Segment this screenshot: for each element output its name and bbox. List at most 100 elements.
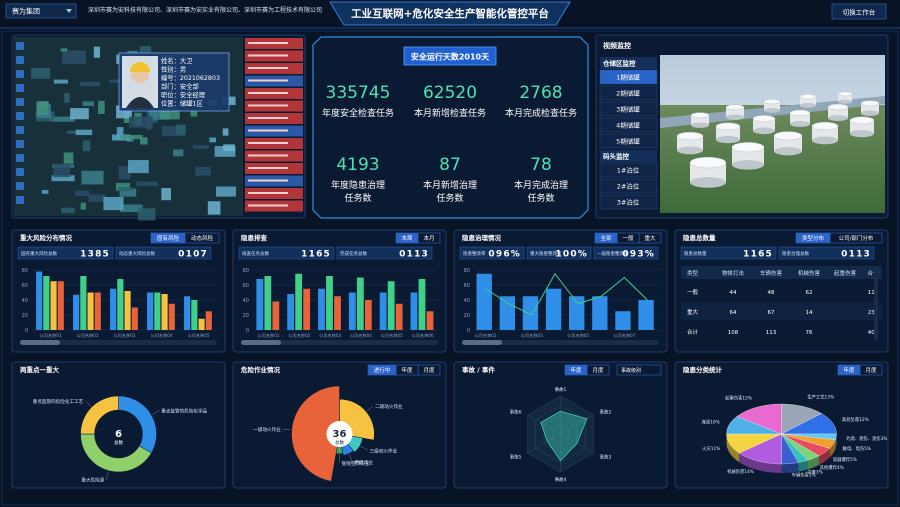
- bar: [638, 300, 654, 330]
- camera-item[interactable]: [599, 162, 658, 178]
- days-badge: [403, 46, 497, 66]
- stat-value: 87: [439, 155, 461, 175]
- camera-item[interactable]: [599, 133, 658, 149]
- tab-label[interactable]: 月度: [865, 366, 877, 374]
- map-building: [103, 196, 124, 211]
- switch-button[interactable]: [831, 3, 887, 20]
- tab-label[interactable]: 类型分布: [802, 234, 825, 242]
- alarm-text-line: [248, 192, 288, 194]
- tab-label[interactable]: 动态风险: [191, 234, 214, 242]
- tab[interactable]: [795, 232, 831, 244]
- camera-item[interactable]: [599, 117, 658, 133]
- pie-label: 淹溺10%: [702, 418, 720, 425]
- tab-label[interactable]: 固有风险: [157, 234, 180, 242]
- tab[interactable]: [395, 232, 419, 244]
- tab-label[interactable]: 进行中: [374, 366, 391, 374]
- map-icon: [16, 98, 24, 106]
- camera-item[interactable]: [599, 85, 658, 101]
- tab-label[interactable]: 月度: [423, 366, 435, 374]
- stat-label: 本月新增检查任务: [414, 107, 486, 119]
- group-select[interactable]: [5, 3, 77, 19]
- y-tick-label: 60: [243, 283, 249, 289]
- tab[interactable]: [564, 364, 588, 376]
- kpi-label: 隐患整改率: [463, 250, 486, 257]
- tank-base: [732, 160, 764, 170]
- tab-label[interactable]: 月度: [592, 366, 604, 374]
- tank-base: [774, 147, 802, 156]
- bar: [522, 296, 539, 330]
- stat-value: 62520: [423, 83, 477, 103]
- tab[interactable]: [837, 364, 861, 376]
- camera-name[interactable]: 3#泊位: [617, 198, 640, 207]
- dropdown-label[interactable]: 事故级别: [621, 367, 641, 374]
- table-cell: 一般: [687, 288, 699, 296]
- pie-label: 二级动火作业: [375, 403, 403, 410]
- pie-label: 火灾11%: [702, 445, 720, 452]
- camera-item[interactable]: [599, 101, 658, 117]
- kpi-value: 100%: [555, 250, 588, 260]
- map-building: [31, 67, 51, 79]
- tab-label[interactable]: 年度: [401, 366, 413, 374]
- map-building: [118, 187, 133, 192]
- camera-item[interactable]: [599, 69, 658, 85]
- tank-top: [837, 91, 853, 97]
- leader-line: [152, 410, 160, 415]
- camera-name[interactable]: 1期储罐: [616, 73, 640, 82]
- table-cell: 409: [868, 330, 879, 336]
- table-cell: 62: [806, 290, 813, 296]
- tab-label[interactable]: 重大: [644, 234, 656, 242]
- tab-label[interactable]: 一般: [622, 234, 634, 242]
- tank-body: [828, 107, 848, 118]
- map-icon: [16, 84, 24, 92]
- tank-base: [828, 115, 848, 121]
- pie-label: 车辆伤害5%: [792, 471, 816, 478]
- bar: [50, 281, 57, 330]
- camera-name[interactable]: 1#泊位: [617, 166, 640, 175]
- tab-label[interactable]: 年度: [843, 366, 855, 374]
- map-building: [140, 137, 148, 145]
- camera-item[interactable]: [599, 194, 658, 210]
- tab-label[interactable]: 本月: [423, 234, 434, 242]
- tab[interactable]: [594, 232, 618, 244]
- switch-label[interactable]: 切换工作台: [843, 8, 876, 17]
- tank-base: [726, 114, 744, 120]
- tank-top: [690, 112, 710, 119]
- camera-item[interactable]: [599, 178, 658, 194]
- tank-base: [691, 122, 709, 128]
- tab[interactable]: [367, 364, 397, 376]
- camera-name[interactable]: 2期储罐: [616, 89, 640, 98]
- dropdown[interactable]: [616, 364, 662, 376]
- table-cell: 113: [766, 330, 777, 336]
- panel-title: 两重点一重大: [20, 365, 60, 374]
- tab[interactable]: [150, 232, 186, 244]
- tank-top: [849, 116, 875, 125]
- scrollbar: [462, 340, 659, 345]
- bar: [476, 273, 492, 330]
- scrollbar-thumb: [20, 340, 60, 345]
- tab-label[interactable]: 本周: [401, 234, 412, 242]
- table-header-cell: 车辆伤害: [760, 269, 783, 277]
- tank-base: [716, 136, 740, 144]
- bar: [287, 294, 295, 330]
- camera-name[interactable]: 4期储罐: [616, 121, 640, 130]
- bar: [161, 294, 168, 330]
- tab-label[interactable]: 全部: [600, 234, 612, 242]
- map-building: [63, 152, 74, 164]
- tab-label[interactable]: 公司/部门分布: [839, 234, 874, 242]
- tab-label[interactable]: 年度: [570, 366, 582, 374]
- alarm-text-line: [248, 42, 288, 44]
- y-tick-label: 60: [22, 283, 28, 289]
- tank-top: [860, 100, 880, 107]
- bar: [131, 307, 138, 330]
- kpi-value: 0107: [178, 250, 208, 260]
- pie-slice-side: [739, 453, 782, 473]
- alarm-text-line: [248, 92, 288, 94]
- camera-name[interactable]: 2#泊位: [617, 182, 640, 191]
- bar: [387, 281, 395, 330]
- camera-name[interactable]: 5期储罐: [616, 137, 640, 146]
- map-building: [82, 101, 95, 106]
- kpi: [680, 246, 777, 260]
- camera-name[interactable]: 3期储罐: [616, 105, 640, 114]
- table-header-cell: 类型: [687, 269, 699, 277]
